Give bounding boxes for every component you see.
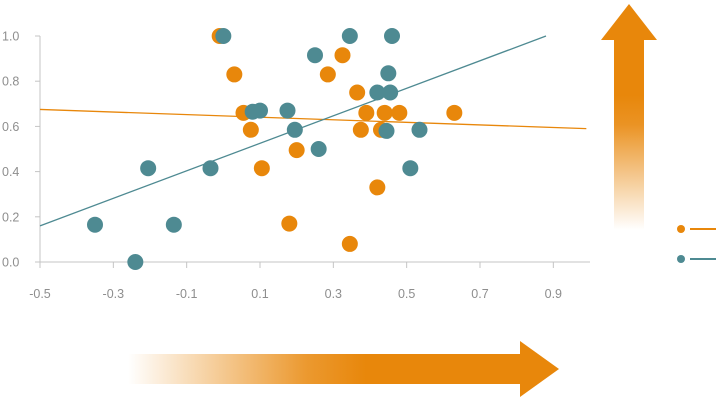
vertical-arrow-head xyxy=(601,4,657,40)
x-tick-label: 0.3 xyxy=(325,287,342,301)
y-tick-label: 0.6 xyxy=(2,120,19,134)
data-point-series-2 xyxy=(402,160,419,177)
data-point-series-2 xyxy=(87,216,103,233)
data-point-series-2 xyxy=(341,28,358,44)
x-tick-label: -0.1 xyxy=(176,287,198,301)
legend-marker-series-1 xyxy=(677,225,685,233)
data-point-series-2 xyxy=(279,102,296,119)
x-tick-label: -0.3 xyxy=(103,287,125,301)
data-point-series-1 xyxy=(369,179,386,196)
x-tick-label: 0.5 xyxy=(398,287,415,301)
vertical-arrow xyxy=(601,4,657,230)
trendlines xyxy=(39,35,587,227)
legend xyxy=(677,225,716,263)
data-point-series-1 xyxy=(226,66,243,83)
horizontal-arrow-shaft xyxy=(128,354,524,384)
x-tick-label: 0.9 xyxy=(545,287,562,301)
x-ticks: -0.5 -0.3 -0.1 0.1 0.3 0.5 0.7 0.9 xyxy=(29,262,562,301)
x-tick-label: 0.1 xyxy=(251,287,268,301)
data-point-series-1 xyxy=(288,142,305,159)
data-point-series-2 xyxy=(202,160,219,177)
data-point-series-1 xyxy=(242,121,259,138)
data-point-series-1 xyxy=(334,47,351,64)
data-point-series-1 xyxy=(391,104,408,121)
y-tick-label: 0.4 xyxy=(2,165,19,179)
data-point-series-1 xyxy=(446,104,463,121)
data-point-series-2 xyxy=(411,121,428,138)
data-point-series-2 xyxy=(378,122,395,139)
data-point-series-2 xyxy=(380,65,397,82)
data-point-series-2 xyxy=(215,28,232,44)
data-point-series-1 xyxy=(341,235,358,252)
x-tick-label: -0.5 xyxy=(29,287,51,301)
data-point-series-1 xyxy=(253,160,270,177)
data-point-series-1 xyxy=(376,104,393,121)
x-tick-label: 0.7 xyxy=(471,287,488,301)
data-point-series-2 xyxy=(384,28,400,44)
data-point-series-2 xyxy=(382,84,399,101)
data-point-series-1 xyxy=(352,121,369,138)
y-tick-label: 0.0 xyxy=(2,256,19,270)
data-point-series-2 xyxy=(127,254,144,270)
y-tick-label: 1.0 xyxy=(2,30,19,44)
y-tick-label: 0.2 xyxy=(2,210,19,224)
y-ticks: 0.0 0.2 0.4 0.6 0.8 1.0 xyxy=(2,30,40,270)
data-point-series-2 xyxy=(165,216,182,233)
data-point-series-2 xyxy=(310,141,327,157)
horizontal-arrow-head xyxy=(520,341,559,397)
data-point-series-1 xyxy=(358,104,375,121)
data-point-series-1 xyxy=(281,215,298,232)
data-point-series-1 xyxy=(349,84,366,101)
data-point-series-2 xyxy=(369,84,386,101)
data-point-series-1 xyxy=(319,66,336,83)
y-tick-label: 0.8 xyxy=(2,75,19,89)
legend-marker-series-2 xyxy=(677,255,685,263)
data-point-series-2 xyxy=(252,102,268,119)
trendline-series-1 xyxy=(39,108,587,130)
data-point-series-2 xyxy=(307,47,323,64)
data-point-series-2 xyxy=(140,160,157,177)
vertical-arrow-shaft xyxy=(614,38,644,230)
data-points xyxy=(87,28,463,270)
horizontal-arrow xyxy=(128,341,559,397)
data-point-series-2 xyxy=(286,121,303,138)
